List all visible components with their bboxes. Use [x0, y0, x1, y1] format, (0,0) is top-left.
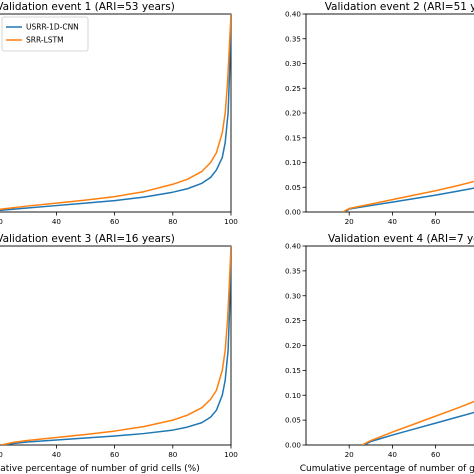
- series-line-usrr-1d-cnn: [3, 245, 231, 445]
- y-tick-label: 0.40: [285, 10, 301, 19]
- y-tick-label: 0.35: [285, 34, 301, 43]
- y-tick-label: 0.15: [285, 133, 301, 142]
- panel-event-4: 204060800.000.050.100.150.200.250.300.35…: [285, 233, 474, 474]
- legend-entry: SRR-LSTM: [26, 36, 64, 45]
- series-line-usrr-1d-cnn: [363, 411, 474, 445]
- chart-title: Validation event 3 (ARI=16 years): [0, 233, 175, 245]
- axes-frame: [0, 13, 232, 213]
- y-tick-label: 0.30: [285, 291, 301, 300]
- y-tick-label: 0.10: [285, 391, 301, 400]
- x-tick-label: 80: [168, 217, 178, 226]
- x-axis-label: Cumulative percentage of number of grid …: [300, 464, 474, 474]
- series-line-srr-lstm: [0, 13, 231, 211]
- y-tick-label: 0.15: [285, 366, 301, 375]
- series-line-usrr-1d-cnn: [344, 187, 474, 212]
- x-tick-label: 20: [0, 217, 3, 226]
- y-tick-label: 0.00: [285, 208, 301, 217]
- x-tick-label: 60: [110, 217, 120, 226]
- axes-frame: [305, 245, 474, 446]
- y-tick-label: 0.25: [285, 84, 301, 93]
- y-tick-label: 0.35: [285, 266, 301, 275]
- y-tick-label: 0.20: [285, 341, 301, 350]
- chart-title: Validation event 1 (ARI=53 years): [0, 1, 175, 13]
- y-tick-label: 0.00: [285, 441, 301, 450]
- panel-event-1: 20 40 60 80 100 Validation event 1 (ARI=53 ye…: [0, 1, 238, 226]
- legend-entry: USRR-1D-CNN: [26, 23, 79, 32]
- x-tick-label: 40: [52, 217, 62, 226]
- y-tick-label: 0.05: [285, 183, 301, 192]
- axes-frame: [305, 13, 474, 213]
- y-tick-label: 0.30: [285, 59, 301, 68]
- y-tick-label: 0.20: [285, 109, 301, 118]
- x-tick-label: 60: [431, 217, 441, 226]
- x-axis-label: Cumulative percentage of number of grid …: [0, 464, 200, 474]
- x-tick-label: 60: [110, 450, 120, 459]
- x-tick-label: 100: [224, 450, 238, 459]
- x-tick-label: 60: [431, 450, 441, 459]
- axes-frame: [0, 245, 232, 446]
- legend: USRR-1D-CNN SRR-LSTM: [1, 16, 89, 52]
- y-tick-label: 0.25: [285, 316, 301, 325]
- x-tick-label: 100: [224, 217, 238, 226]
- panel-event-2: 204060800.000.050.100.150.200.250.300.35…: [285, 1, 474, 226]
- chart-title: Validation event 4 (ARI=7 years): [328, 233, 474, 245]
- series-line-srr-lstm: [342, 180, 474, 212]
- legend-box: [1, 16, 89, 52]
- x-tick-label: 40: [388, 450, 398, 459]
- series-line-srr-lstm: [361, 400, 474, 445]
- chart-title: Validation event 2 (ARI=51 years): [325, 1, 474, 13]
- panel-event-3: 20 40 60 80 100 Validation event 3 (ARI=16 ye…: [0, 233, 238, 474]
- series-line-usrr-1d-cnn: [0, 13, 231, 212]
- y-tick-label: 0.10: [285, 158, 301, 167]
- x-tick-label: 20: [0, 450, 3, 459]
- x-tick-label: 20: [345, 217, 355, 226]
- series-line-srr-lstm: [0, 245, 231, 445]
- x-tick-label: 20: [345, 450, 355, 459]
- x-tick-label: 80: [168, 450, 178, 459]
- x-tick-label: 40: [388, 217, 398, 226]
- x-tick-label: 40: [52, 450, 62, 459]
- y-tick-label: 0.40: [285, 242, 301, 251]
- y-tick-label: 0.05: [285, 416, 301, 425]
